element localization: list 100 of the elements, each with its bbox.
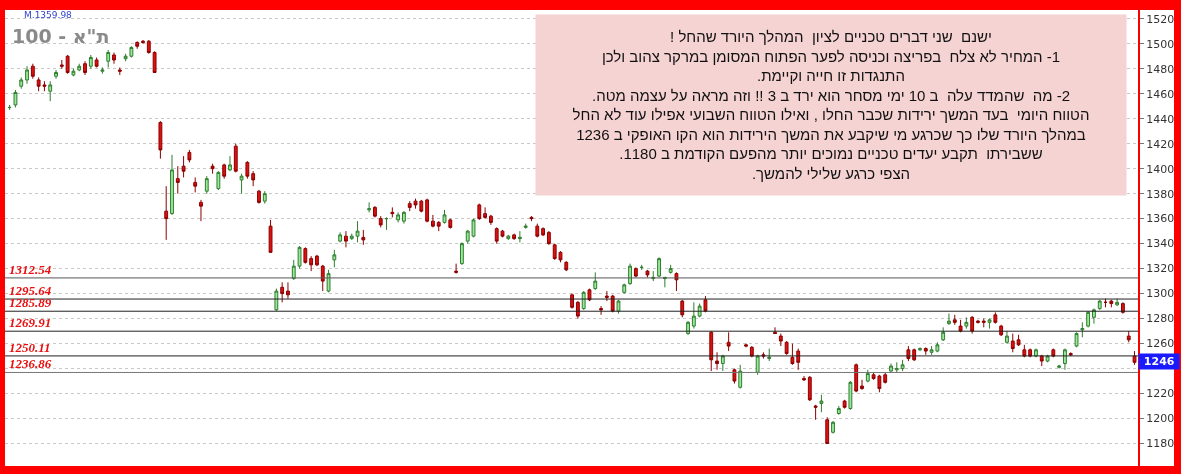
y-tick-label: 1500: [1146, 37, 1175, 51]
candlestick: [402, 210, 406, 225]
candlestick: [170, 154, 174, 216]
candlestick: [106, 49, 111, 68]
candlestick: [1126, 330, 1131, 343]
candlestick: [303, 246, 308, 265]
candlestick: [361, 229, 366, 246]
y-tick-label: 1220: [1146, 387, 1175, 401]
candlestick: [210, 163, 215, 175]
candlestick: [564, 260, 569, 272]
candlestick: [807, 375, 812, 402]
ref-line-label: 1250.11: [9, 340, 51, 355]
candlestick: [19, 76, 24, 90]
candlestick: [1068, 351, 1073, 357]
candlestick: [251, 170, 256, 187]
annotation: 1246: [1140, 355, 1179, 368]
candlestick: [709, 330, 714, 372]
candlestick: [152, 50, 157, 73]
candlestick: [222, 163, 227, 180]
candlestick: [633, 266, 638, 278]
candlestick: [436, 220, 441, 232]
candlestick: [900, 359, 905, 372]
candlestick: [680, 299, 685, 318]
candlestick: [228, 155, 232, 172]
candlestick: [175, 165, 180, 195]
candlestick: [309, 255, 314, 272]
candlestick: [529, 215, 534, 222]
candlestick: [691, 301, 696, 330]
candlestick: [941, 326, 946, 342]
y-tick-label: 1440: [1146, 112, 1175, 126]
candlestick: [88, 54, 93, 70]
candlestick: [448, 218, 453, 230]
annotation: M.1359.98: [24, 10, 73, 20]
candlestick: [390, 206, 395, 218]
candlestick: [268, 219, 273, 253]
candlestick: [54, 69, 58, 80]
candlestick: [778, 333, 783, 347]
candlestick: [738, 364, 743, 390]
candlestick: [732, 368, 737, 385]
candlestick: [286, 281, 290, 300]
candlestick: [668, 264, 673, 275]
candlestick: [71, 68, 76, 77]
candlestick: [1080, 321, 1085, 338]
candlestick: [1005, 330, 1009, 345]
candlestick: [802, 375, 806, 382]
candlestick: [216, 170, 221, 191]
candlestick: [83, 60, 87, 76]
candlestick: [13, 89, 18, 108]
ref-line-label: 1312.54: [9, 262, 52, 277]
candlestick: [854, 363, 859, 393]
candlestick: [715, 351, 719, 371]
y-tick-label: 1180: [1146, 437, 1175, 451]
y-tick-label: 1400: [1146, 162, 1175, 176]
candlestick: [784, 340, 789, 356]
candlestick: [506, 234, 511, 240]
candlestick: [344, 230, 348, 248]
candlestick: [848, 380, 853, 411]
candlestick: [384, 216, 389, 231]
y-tick-label: 1520: [1146, 12, 1175, 26]
y-tick-label: 1460: [1146, 87, 1175, 101]
candlestick: [100, 66, 105, 75]
candlestick: [338, 231, 343, 243]
candlestick: [987, 318, 992, 330]
candlestick: [1074, 331, 1079, 348]
candlestick: [686, 320, 690, 336]
candlestick: [77, 63, 82, 72]
candlestick: [923, 348, 928, 356]
candlestick: [604, 290, 609, 302]
candlestick: [999, 324, 1004, 337]
candlestick: [454, 263, 459, 275]
candlestick: [865, 369, 870, 383]
ref-line-label: 1295.64: [9, 283, 52, 298]
candlestick: [1097, 299, 1102, 311]
candlestick: [158, 120, 163, 160]
candlestick: [720, 354, 725, 372]
candlestick: [274, 288, 279, 312]
candlestick: [546, 230, 551, 246]
candlestick: [541, 226, 546, 237]
candlestick: [141, 39, 145, 45]
candlestick: [836, 405, 841, 416]
y-tick-label: 1320: [1146, 262, 1175, 276]
candlestick: [703, 295, 708, 313]
candlestick: [976, 319, 980, 325]
candlestick: [958, 319, 963, 333]
y-tick-label: 1200: [1146, 412, 1175, 426]
candlestick: [952, 314, 957, 326]
candlestick: [860, 379, 864, 391]
candlestick: [117, 66, 122, 76]
candlestick: [488, 214, 493, 226]
candlestick: [135, 40, 140, 50]
y-tick-label: 1260: [1146, 337, 1175, 351]
candlestick: [657, 256, 661, 278]
candlestick: [25, 65, 29, 85]
candlestick: [622, 283, 627, 295]
candlestick: [94, 56, 99, 68]
candlestick: [199, 199, 203, 222]
candlestick: [697, 303, 702, 318]
candlestick: [645, 269, 650, 278]
candlestick: [947, 313, 951, 325]
candlestick: [726, 331, 731, 352]
